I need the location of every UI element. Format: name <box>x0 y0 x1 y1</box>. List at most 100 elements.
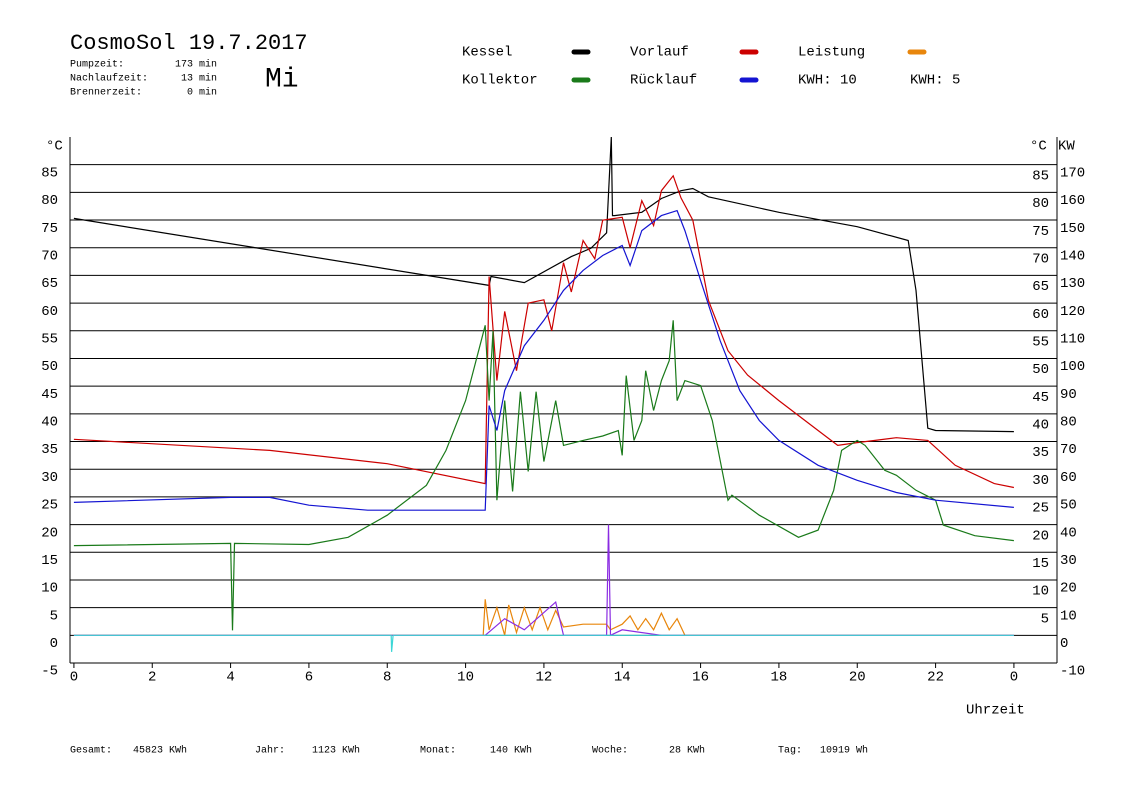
y-tick-label-right: 55 <box>1032 334 1049 350</box>
legend-label: Kessel <box>462 45 512 61</box>
series-line <box>73 599 1014 636</box>
y-tick-label-right: 70 <box>1032 251 1049 267</box>
x-tick-label: 8 <box>383 670 391 686</box>
x-tick-label: 12 <box>536 670 553 686</box>
x-tick-label: 0 <box>1010 670 1018 686</box>
y2-tick-label: 70 <box>1060 442 1077 458</box>
y2-tick-label: 130 <box>1060 276 1085 292</box>
y2-tick-label: 50 <box>1060 498 1077 514</box>
y2-tick-label: 90 <box>1060 387 1077 403</box>
x-tick-label: 4 <box>226 670 234 686</box>
footer-label: Woche: <box>592 745 628 757</box>
info-value: 0 min <box>187 87 217 99</box>
y-tick-label-right: 80 <box>1032 196 1049 212</box>
y-tick-label-right: 15 <box>1032 556 1049 572</box>
footer-label: Jahr: <box>255 745 285 757</box>
x-tick-label: 2 <box>148 670 156 686</box>
y-tick-label-right: 85 <box>1032 168 1049 184</box>
y2-tick-label: 110 <box>1060 331 1085 347</box>
footer-label: Tag: <box>778 746 802 757</box>
y-tick-label-right: 35 <box>1032 445 1049 461</box>
y-tick-label: -5 <box>41 664 58 680</box>
y-tick-label-right: 65 <box>1032 279 1049 295</box>
y-tick-label-right: 20 <box>1032 528 1049 544</box>
y-tick-label: 45 <box>41 387 58 403</box>
x-axis-label: Uhrzeit <box>966 703 1025 719</box>
kwh-label: KWH: 10 <box>798 73 857 89</box>
footer-value: 1123 KWh <box>312 745 360 757</box>
info-label: Pumpzeit: <box>70 59 124 71</box>
y2-tick-label: 160 <box>1060 193 1085 209</box>
footer-value: 45823 KWh <box>133 745 187 757</box>
y-tick-label: 85 <box>41 165 58 181</box>
x-tick-label: 6 <box>305 670 313 686</box>
y-tick-label: 30 <box>41 470 58 486</box>
kwh-label: KWH: 5 <box>910 73 960 89</box>
y2-tick-label: 100 <box>1060 359 1085 375</box>
y-tick-label: 10 <box>41 581 58 597</box>
y-tick-label: 75 <box>41 221 58 237</box>
y-tick-label: 0 <box>50 636 58 652</box>
legend-label: Rücklauf <box>630 73 697 89</box>
y2-tick-label: 0 <box>1060 636 1068 652</box>
y-tick-label: 35 <box>41 442 58 458</box>
y-tick-label: 80 <box>41 193 58 209</box>
y-tick-label: 65 <box>41 276 58 292</box>
x-tick-label: 20 <box>849 670 866 686</box>
y-tick-label-right: 45 <box>1032 390 1049 406</box>
x-tick-label: 10 <box>457 670 474 686</box>
y-tick-label-right: 60 <box>1032 307 1049 323</box>
y-tick-label: 5 <box>50 608 58 624</box>
y-axis-label: °C <box>46 139 63 155</box>
y2-tick-label: 140 <box>1060 248 1085 264</box>
footer-value: 140 KWh <box>490 745 532 757</box>
legend-label: Leistung <box>798 45 865 61</box>
y-tick-label: 55 <box>41 331 58 347</box>
y-tick-label-right: 30 <box>1032 473 1049 489</box>
info-label: Nachlaufzeit: <box>70 73 148 85</box>
y-tick-label-right: 5 <box>1041 611 1049 627</box>
y2-tick-label: 80 <box>1060 415 1077 431</box>
y2-tick-label: 170 <box>1060 165 1085 181</box>
footer-label: Gesamt: <box>70 746 112 757</box>
y2-tick-label: 120 <box>1060 304 1085 320</box>
x-tick-label: 0 <box>70 670 78 686</box>
footer-value: 28 KWh <box>669 745 705 757</box>
weekday: Mi <box>265 64 299 95</box>
series-line <box>73 136 1014 433</box>
x-tick-label: 22 <box>927 670 944 686</box>
footer-value: 10919 Wh <box>820 745 868 757</box>
y2-tick-label: 150 <box>1060 221 1085 237</box>
y2-tick-label: 40 <box>1060 525 1077 541</box>
chart-title: CosmoSol 19.7.2017 <box>70 31 308 56</box>
y-tick-label-right: 10 <box>1032 584 1049 600</box>
x-tick-label: 14 <box>614 670 631 686</box>
y-tick-label-right: 75 <box>1032 224 1049 240</box>
series-line <box>73 209 1014 511</box>
y2-tick-label: 30 <box>1060 553 1077 569</box>
y2-tick-label: 60 <box>1060 470 1077 486</box>
y-tick-label: 50 <box>41 359 58 375</box>
y-tick-label: 40 <box>41 415 58 431</box>
y2-tick-label: -10 <box>1060 664 1085 680</box>
info-label: Brennerzeit: <box>70 87 142 99</box>
footer-label: Monat: <box>420 746 456 757</box>
y-axis-label-right: °C <box>1030 139 1047 155</box>
series-line <box>73 634 1014 652</box>
x-tick-label: 16 <box>692 670 709 686</box>
y2-axis-label: KW <box>1058 139 1075 155</box>
y-tick-label: 60 <box>41 304 58 320</box>
y-tick-label-right: 40 <box>1032 418 1049 434</box>
info-value: 173 min <box>175 59 217 71</box>
y-tick-label: 25 <box>41 498 58 514</box>
y-tick-label: 20 <box>41 525 58 541</box>
series-line <box>73 320 1014 631</box>
y-tick-label: 15 <box>41 553 58 569</box>
info-value: 13 min <box>181 73 217 85</box>
series-line <box>73 174 1015 489</box>
legend-label: Kollektor <box>462 73 538 89</box>
y2-tick-label: 10 <box>1060 608 1077 624</box>
y-tick-label-right: 25 <box>1032 501 1049 517</box>
y-tick-label: 70 <box>41 248 58 264</box>
